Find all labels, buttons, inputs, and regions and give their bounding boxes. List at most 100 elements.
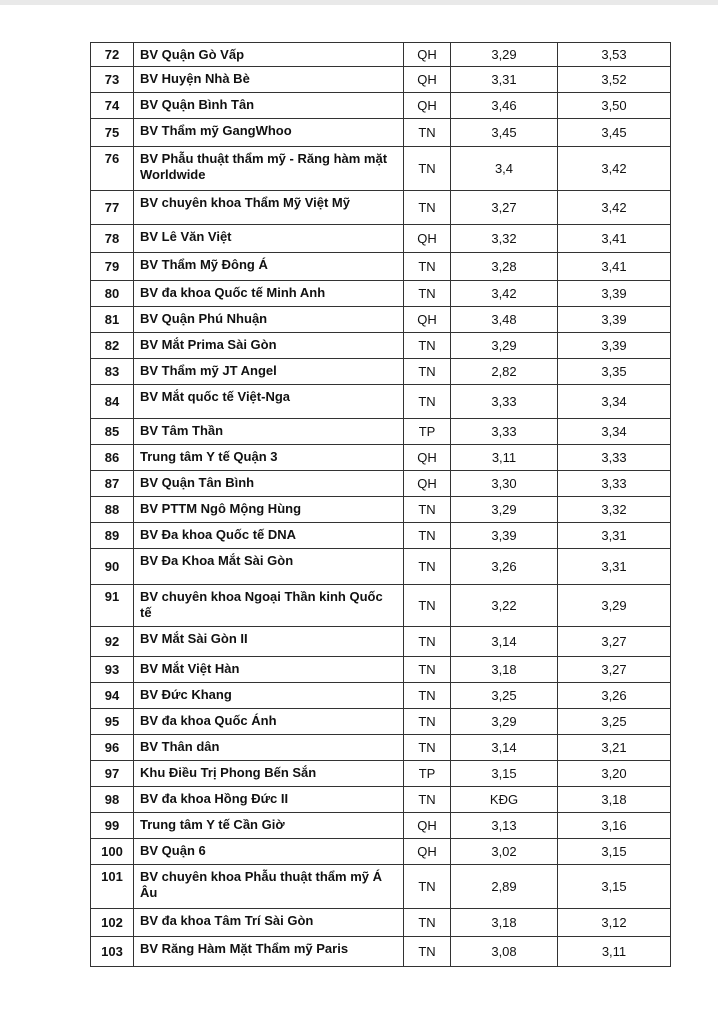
hospital-name: BV đa khoa Tâm Trí Sài Gòn xyxy=(133,908,404,937)
hospital-name: BV Thẩm Mỹ Đông Á xyxy=(133,252,404,281)
hospital-type: TN xyxy=(403,358,451,385)
row-number: 86 xyxy=(90,444,134,471)
hospital-type: TN xyxy=(403,908,451,937)
score-1: 3,48 xyxy=(450,306,558,333)
row-number: 77 xyxy=(90,190,134,225)
table-row: 90 BV Đa Khoa Mắt Sài Gòn TN 3,26 3,31 xyxy=(90,548,671,585)
hospital-name: BV Quận Bình Tân xyxy=(133,92,404,119)
row-number: 85 xyxy=(90,418,134,445)
hospital-name: BV đa khoa Hồng Đức II xyxy=(133,786,404,813)
row-number: 97 xyxy=(90,760,134,787)
score-1: 3,29 xyxy=(450,42,558,67)
score-2: 3,45 xyxy=(557,118,671,147)
score-1: 3,28 xyxy=(450,252,558,281)
score-2: 3,42 xyxy=(557,190,671,225)
hospital-name: BV Mắt Sài Gòn II xyxy=(133,626,404,657)
hospital-type: TN xyxy=(403,656,451,683)
row-number: 101 xyxy=(90,864,134,909)
table-row: 95 BV đa khoa Quốc Ánh TN 3,29 3,25 xyxy=(90,708,671,735)
table-row: 77 BV chuyên khoa Thẩm Mỹ Việt Mỹ TN 3,27 3,… xyxy=(90,190,671,225)
row-number: 95 xyxy=(90,708,134,735)
table-row: 93 BV Mắt Việt Hàn TN 3,18 3,27 xyxy=(90,656,671,683)
score-1: 3,46 xyxy=(450,92,558,119)
hospital-name: BV Quận 6 xyxy=(133,838,404,865)
score-2: 3,25 xyxy=(557,708,671,735)
hospital-type: TN xyxy=(403,118,451,147)
table-row: 79 BV Thẩm Mỹ Đông Á TN 3,28 3,41 xyxy=(90,252,671,281)
hospital-type: TN xyxy=(403,522,451,549)
score-1: 3,33 xyxy=(450,418,558,445)
table-row: 98 BV đa khoa Hồng Đức II TN KĐG 3,18 xyxy=(90,786,671,813)
hospital-type: QH xyxy=(403,42,451,67)
score-1: 3,29 xyxy=(450,496,558,523)
score-2: 3,33 xyxy=(557,444,671,471)
hospital-name: BV Quận Tân Bình xyxy=(133,470,404,497)
score-1: 3,25 xyxy=(450,682,558,709)
table-row: 92 BV Mắt Sài Gòn II TN 3,14 3,27 xyxy=(90,626,671,657)
hospital-type: TN xyxy=(403,332,451,359)
table-row: 102 BV đa khoa Tâm Trí Sài Gòn TN 3,18 3,12 xyxy=(90,908,671,937)
row-number: 91 xyxy=(90,584,134,627)
row-number: 82 xyxy=(90,332,134,359)
row-number: 87 xyxy=(90,470,134,497)
table-row: 81 BV Quận Phú Nhuận QH 3,48 3,39 xyxy=(90,306,671,333)
hospital-name: Trung tâm Y tế Quận 3 xyxy=(133,444,404,471)
top-bar xyxy=(0,0,718,5)
hospital-type: QH xyxy=(403,470,451,497)
score-2: 3,20 xyxy=(557,760,671,787)
score-1: 3,13 xyxy=(450,812,558,839)
score-2: 3,26 xyxy=(557,682,671,709)
score-1: 2,82 xyxy=(450,358,558,385)
hospital-type: TP xyxy=(403,418,451,445)
hospital-name: BV Đức Khang xyxy=(133,682,404,709)
hospital-name: BV chuyên khoa Phẫu thuật thẩm mỹ Á Âu xyxy=(133,864,404,909)
score-1: 3,02 xyxy=(450,838,558,865)
score-1: 3,29 xyxy=(450,332,558,359)
score-1: KĐG xyxy=(450,786,558,813)
hospital-type: QH xyxy=(403,224,451,253)
score-1: 3,18 xyxy=(450,656,558,683)
hospital-name: BV Mắt Việt Hàn xyxy=(133,656,404,683)
score-2: 3,53 xyxy=(557,42,671,67)
hospital-type: TN xyxy=(403,190,451,225)
hospital-name: BV Tâm Thần xyxy=(133,418,404,445)
row-number: 94 xyxy=(90,682,134,709)
score-1: 3,08 xyxy=(450,936,558,967)
hospital-name: BV Thân dân xyxy=(133,734,404,761)
score-2: 3,15 xyxy=(557,864,671,909)
hospital-type: TN xyxy=(403,548,451,585)
table-row: 97 Khu Điều Trị Phong Bến Sắn TP 3,15 3,20 xyxy=(90,760,671,787)
score-2: 3,21 xyxy=(557,734,671,761)
row-number: 72 xyxy=(90,42,134,67)
table-row: 83 BV Thẩm mỹ JT Angel TN 2,82 3,35 xyxy=(90,358,671,385)
row-number: 88 xyxy=(90,496,134,523)
table-row: 99 Trung tâm Y tế Cần Giờ QH 3,13 3,16 xyxy=(90,812,671,839)
score-2: 3,29 xyxy=(557,584,671,627)
score-2: 3,39 xyxy=(557,280,671,307)
row-number: 83 xyxy=(90,358,134,385)
hospital-name: BV chuyên khoa Thẩm Mỹ Việt Mỹ xyxy=(133,190,404,225)
table-row: 72 BV Quận Gò Vấp QH 3,29 3,53 xyxy=(90,42,671,67)
hospital-type: TN xyxy=(403,252,451,281)
hospital-name: BV chuyên khoa Ngoại Thần kinh Quốc tế xyxy=(133,584,404,627)
table-row: 82 BV Mắt Prima Sài Gòn TN 3,29 3,39 xyxy=(90,332,671,359)
hospital-name: Trung tâm Y tế Cần Giờ xyxy=(133,812,404,839)
score-2: 3,16 xyxy=(557,812,671,839)
hospital-name: Khu Điều Trị Phong Bến Sắn xyxy=(133,760,404,787)
row-number: 89 xyxy=(90,522,134,549)
table-row: 94 BV Đức Khang TN 3,25 3,26 xyxy=(90,682,671,709)
hospital-type: TN xyxy=(403,384,451,419)
hospital-type: TN xyxy=(403,936,451,967)
score-1: 3,14 xyxy=(450,734,558,761)
row-number: 84 xyxy=(90,384,134,419)
score-2: 3,27 xyxy=(557,626,671,657)
row-number: 102 xyxy=(90,908,134,937)
table-row: 84 BV Mắt quốc tế Việt-Nga TN 3,33 3,34 xyxy=(90,384,671,419)
score-1: 3,31 xyxy=(450,66,558,93)
score-1: 3,15 xyxy=(450,760,558,787)
table-row: 91 BV chuyên khoa Ngoại Thần kinh Quốc tế… xyxy=(90,584,671,627)
score-2: 3,33 xyxy=(557,470,671,497)
score-2: 3,18 xyxy=(557,786,671,813)
hospital-name: BV Quận Gò Vấp xyxy=(133,42,404,67)
score-1: 3,45 xyxy=(450,118,558,147)
